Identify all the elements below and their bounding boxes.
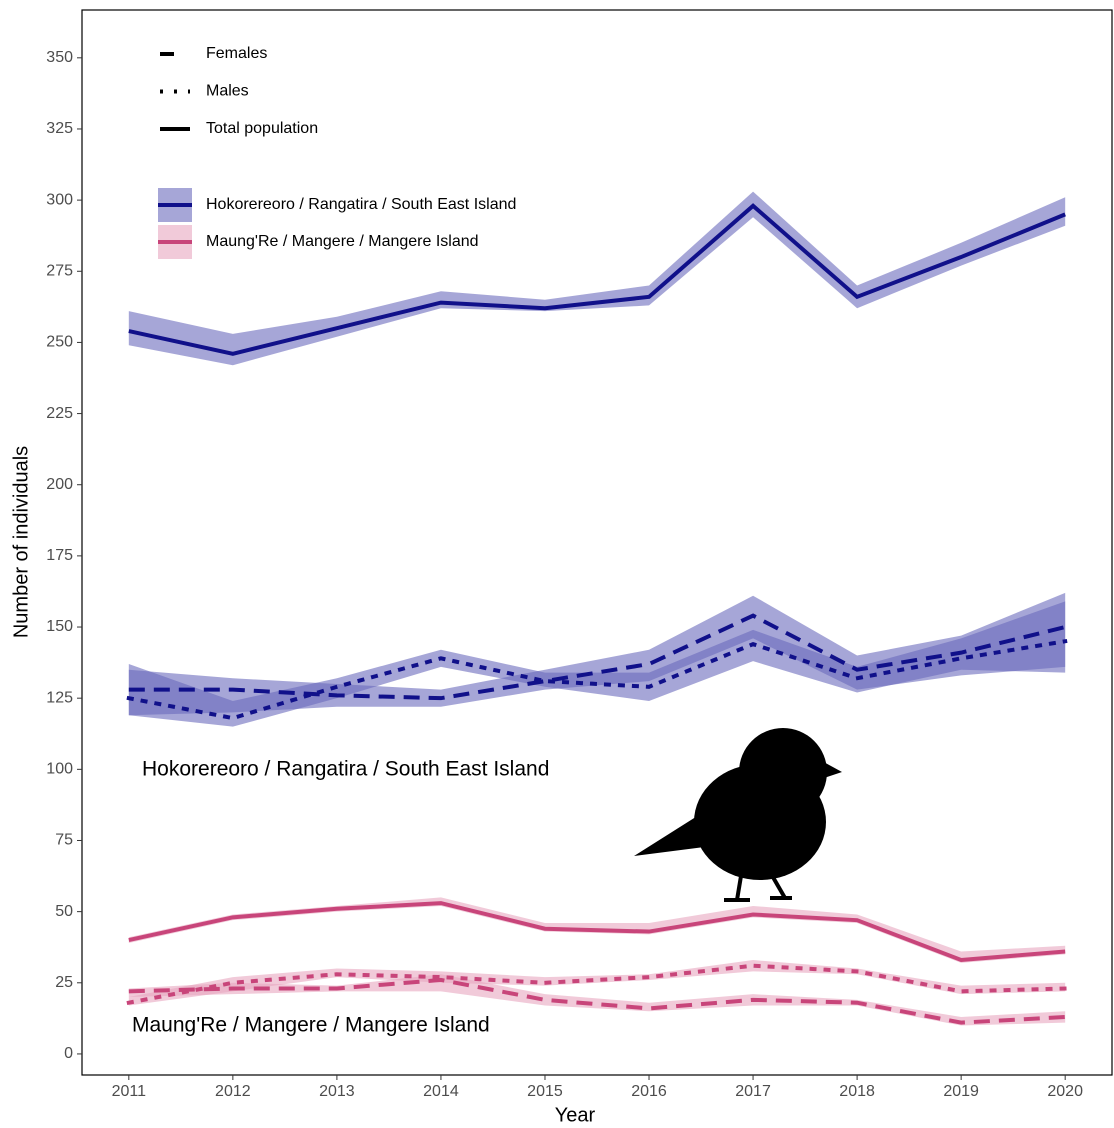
legend-label: Maung'Re / Mangere / Mangere Island: [206, 233, 479, 250]
x-tick-label: 2015: [527, 1083, 563, 1100]
x-tick-label: 2014: [423, 1083, 459, 1100]
y-tick-label: 25: [55, 974, 73, 991]
x-tick-label: 2016: [631, 1083, 667, 1100]
legend-label: Males: [206, 83, 249, 100]
annotation: Hokorereoro / Rangatira / South East Isl…: [142, 758, 549, 781]
y-axis-label: Number of individuals: [10, 446, 32, 638]
x-tick-label: 2011: [112, 1083, 147, 1100]
annotation: Maung'Re / Mangere / Mangere Island: [132, 1014, 490, 1037]
x-axis-label: Year: [555, 1104, 596, 1126]
x-tick-label: 2017: [735, 1083, 771, 1100]
y-tick-label: 300: [46, 191, 73, 208]
x-tick-label: 2012: [215, 1083, 251, 1100]
y-tick-label: 125: [46, 689, 73, 706]
legend-label: Total population: [206, 120, 318, 137]
y-tick-label: 275: [46, 262, 73, 279]
y-tick-label: 50: [55, 903, 73, 920]
y-tick-label: 225: [46, 405, 73, 422]
y-tick-label: 100: [46, 761, 73, 778]
x-tick-label: 2019: [943, 1083, 979, 1100]
y-tick-label: 0: [64, 1045, 73, 1062]
y-tick-label: 200: [46, 476, 73, 493]
x-tick-label: 2013: [319, 1083, 355, 1100]
chart: Year Number of individuals 0 25 50 75 100 125…: [0, 0, 1114, 1128]
y-tick-label: 75: [55, 832, 73, 849]
y-tick-label: 175: [46, 547, 73, 564]
y-tick-label: 250: [46, 334, 73, 351]
x-tick-label: 2020: [1047, 1083, 1083, 1100]
legend-label: Females: [206, 45, 267, 62]
y-tick-label: 350: [46, 49, 73, 66]
confidence-band: [129, 192, 1065, 366]
y-tick-label: 325: [46, 120, 73, 137]
x-tick-label: 2018: [839, 1083, 875, 1100]
y-tick-label: 150: [46, 618, 73, 635]
legend-label: Hokorereoro / Rangatira / South East Isl…: [206, 196, 516, 213]
bird-silhouette: [634, 728, 842, 900]
